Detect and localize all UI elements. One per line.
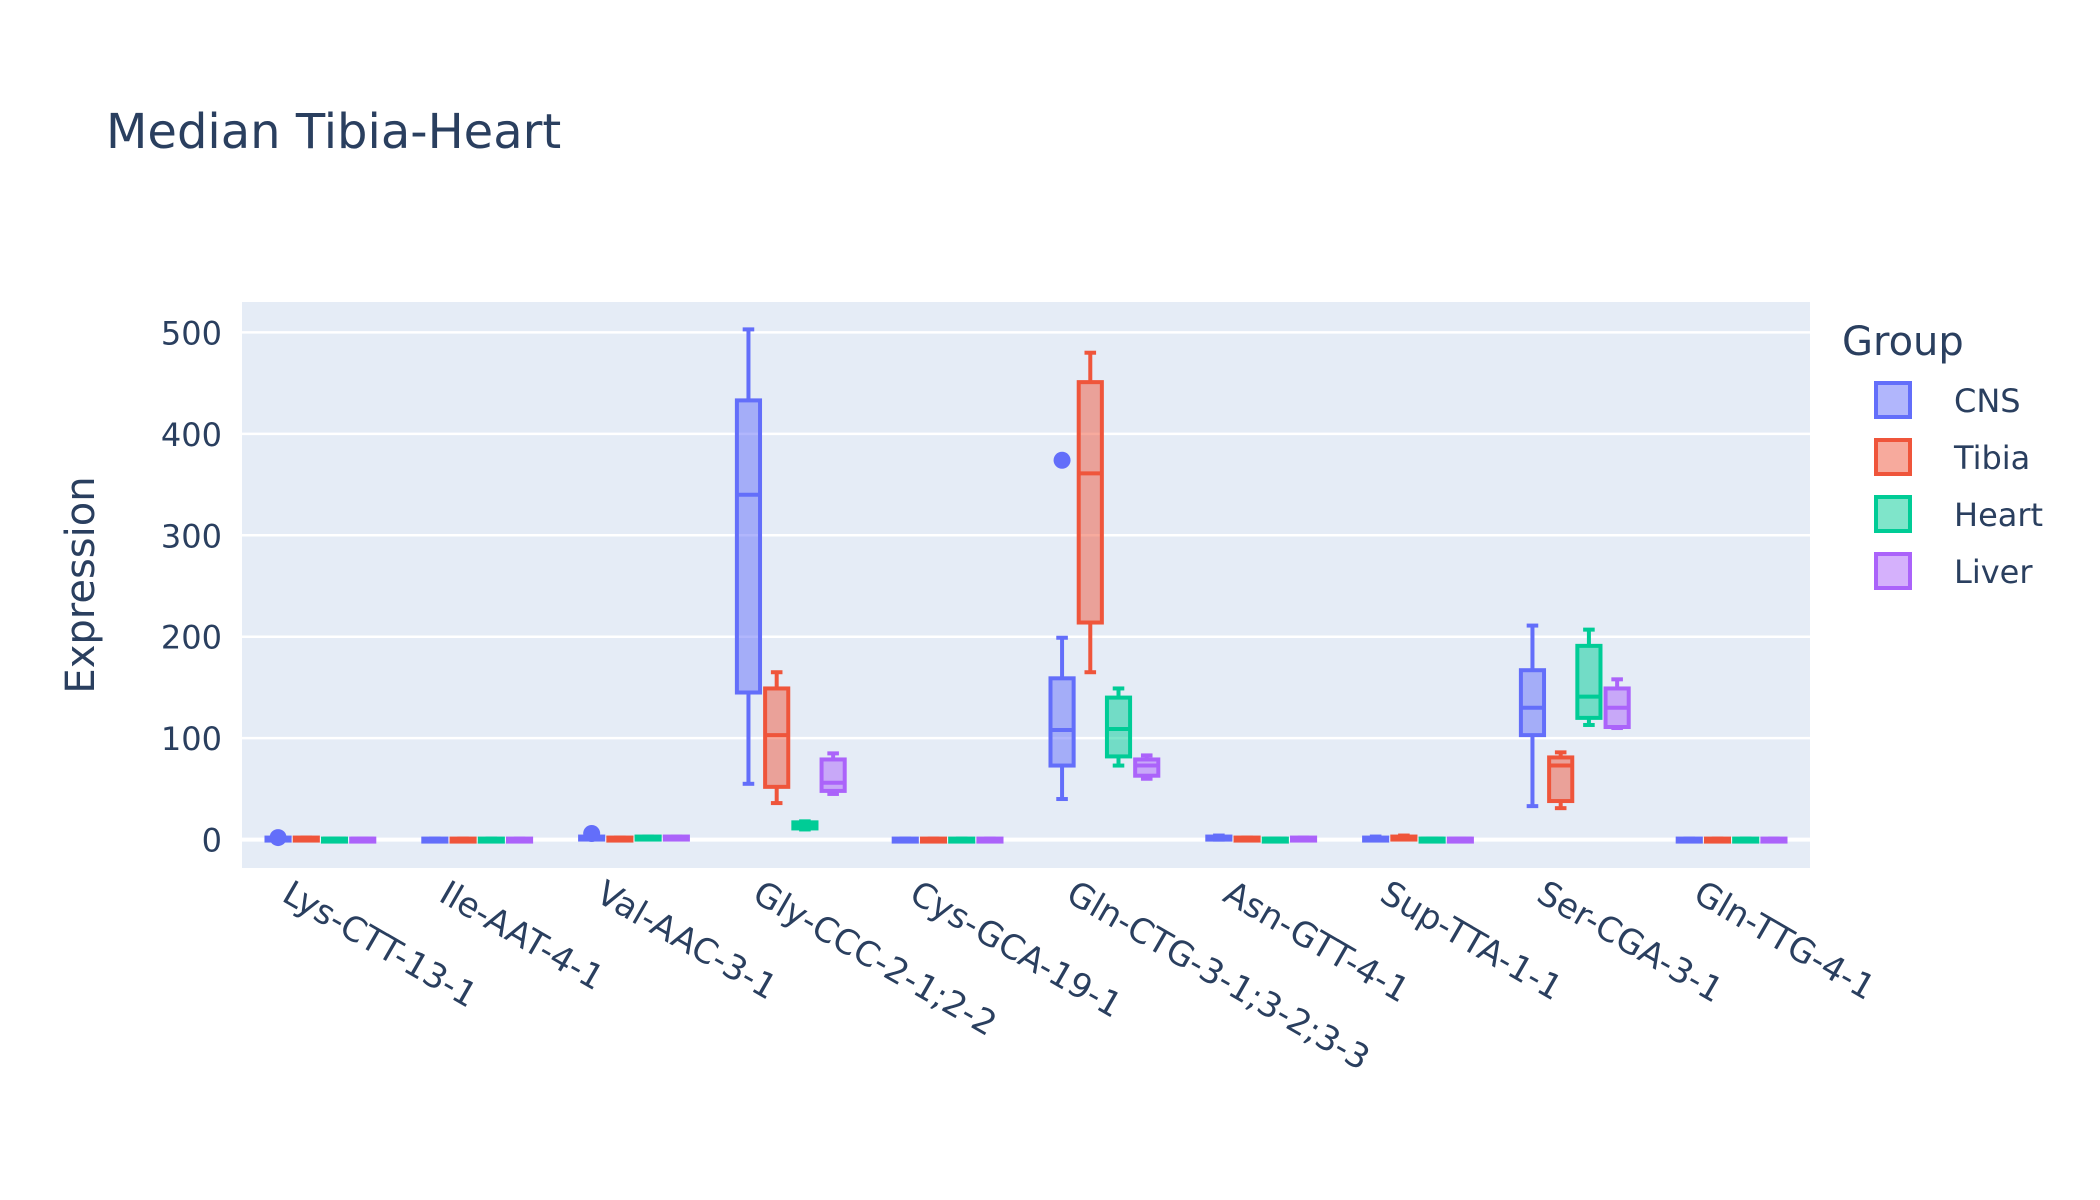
box-tibia [449,836,477,844]
box-iqr [1104,695,1133,759]
legend-item-liver[interactable]: Liver [1874,552,2033,591]
box-tibia [1390,833,1418,842]
box-iqr [1575,643,1603,720]
box-heart [320,836,349,844]
box-cns [264,829,292,847]
plot-area [242,302,1810,868]
box-tibia [1547,750,1575,811]
box-cns [1205,833,1233,842]
box-liver [1603,677,1631,731]
outlier-point [583,825,601,843]
box-iqr [734,398,763,695]
box-heart [948,836,976,844]
box-tibia [1233,835,1261,843]
legend-items[interactable]: CNS Tibia Heart Liver [1874,381,2043,591]
legend-swatch [1874,495,1912,533]
legend-swatch [1874,552,1912,590]
box-liver [662,834,690,842]
box-iqr [1547,755,1575,804]
legend-title: Group [1842,319,1964,365]
box-tibia [1703,836,1732,844]
box-heart [1104,686,1133,768]
box-liver [976,836,1004,844]
box-iqr [1076,380,1104,625]
box-liver [1289,835,1318,843]
box-heart [1575,627,1603,727]
box-heart [1418,836,1446,844]
chart-title: Median Tibia-Heart [106,104,561,160]
y-tick-label: 400 [161,416,222,454]
box-iqr [1048,676,1076,768]
box-liver [1133,753,1161,781]
box-iqr [1518,668,1547,738]
box-cns [1048,451,1076,802]
box-liver [819,751,847,796]
box-tibia [292,835,320,843]
box-iqr [1133,757,1161,778]
outlier-point [1053,451,1071,469]
box-iqr [819,757,847,793]
legend-item-tibia[interactable]: Tibia [1874,438,2030,477]
y-tick-label: 200 [161,619,222,657]
legend-swatch [1874,438,1912,476]
box-heart [1261,836,1289,844]
legend-label: Liver [1954,553,2033,591]
legend-swatch [1874,381,1912,419]
box-heart [1732,836,1760,844]
box-liver [1446,836,1474,844]
box-heart [791,819,819,832]
box-liver [1760,836,1788,844]
box-cns [1362,834,1390,843]
box-heart [477,836,505,844]
box-tibia [1076,350,1104,675]
box-cns [1518,623,1547,809]
y-axis-label: Expression [58,476,104,693]
box-liver [505,836,534,844]
box-cns [1675,836,1703,844]
legend-item-heart[interactable]: Heart [1874,495,2043,534]
legend-label: Tibia [1953,439,2030,477]
box-layer [264,327,1788,847]
box-cns [734,327,763,786]
y-tick-label: 500 [161,314,222,352]
legend-label: Heart [1954,496,2043,534]
box-liver [349,836,377,844]
box-tibia [919,836,948,844]
legend-item-cns[interactable]: CNS [1874,381,2021,420]
box-iqr [763,686,791,789]
box-heart [634,834,662,842]
legend-label: CNS [1954,382,2021,420]
box-cns [578,825,606,843]
box-cns [891,836,919,844]
y-tick-label: 100 [161,720,222,758]
legend[interactable]: Group CNS Tibia Heart Liver [1842,319,2043,591]
outlier-point [269,829,287,847]
y-tick-label: 0 [202,822,222,860]
box-cns [421,836,449,844]
box-tibia [606,835,634,843]
y-tick-label: 300 [161,517,222,555]
box-tibia [763,670,791,806]
